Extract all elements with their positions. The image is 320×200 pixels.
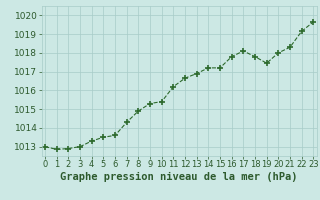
X-axis label: Graphe pression niveau de la mer (hPa): Graphe pression niveau de la mer (hPa): [60, 172, 298, 182]
